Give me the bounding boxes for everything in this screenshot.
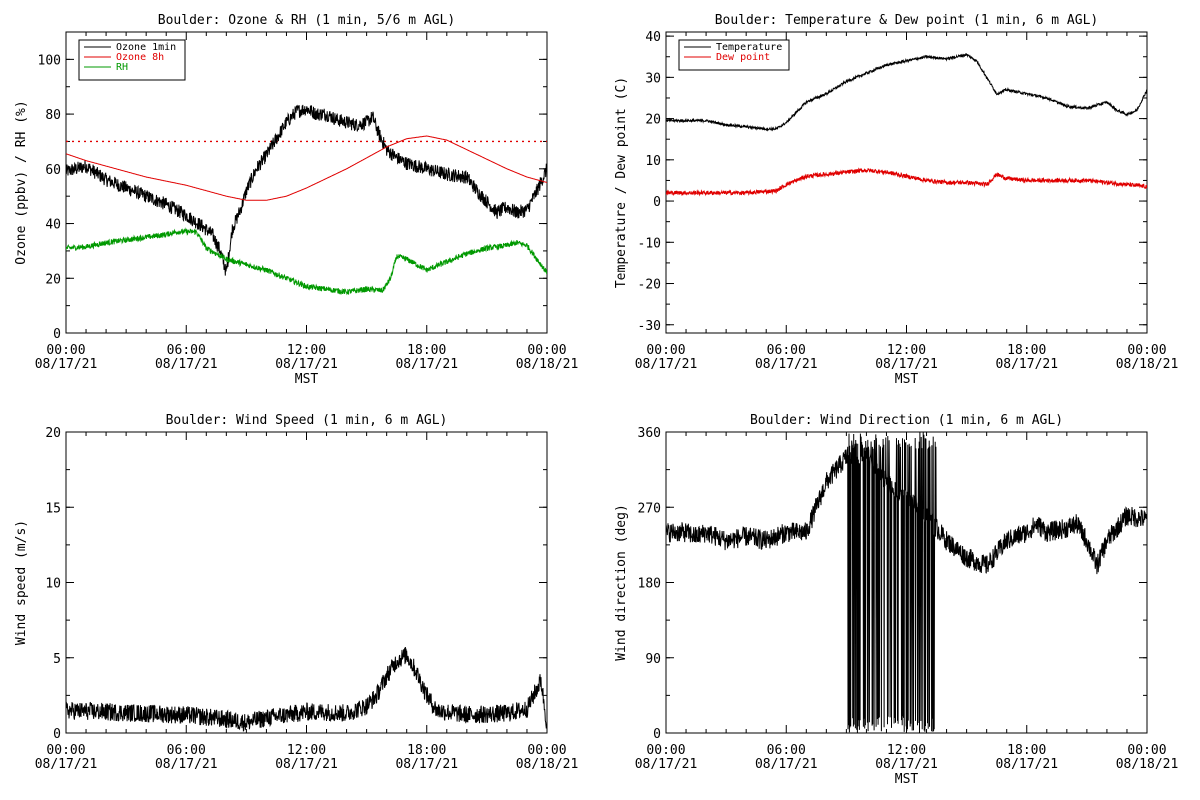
x-tick-label-time: 00:00 [646, 343, 685, 358]
x-tick-label-date: 08/17/21 [875, 757, 938, 772]
chart-title: Boulder: Wind Speed (1 min, 6 m AGL) [166, 413, 448, 428]
x-tick-label-date: 08/17/21 [995, 357, 1058, 372]
x-tick-label-date: 08/17/21 [275, 757, 338, 772]
x-tick-label-time: 00:00 [1127, 743, 1166, 758]
y-tick-label: 100 [38, 53, 61, 68]
chart-panel-4: Boulder: Wind Direction (1 min, 6 m AGL)… [614, 413, 1178, 787]
legend-box [678, 39, 790, 71]
legend-label: Ozone 8h [116, 52, 164, 63]
x-tick-label-date: 08/18/21 [1116, 357, 1179, 372]
x-tick-label-date: 08/17/21 [875, 357, 938, 372]
y-axis-label: Temperature / Dew point (C) [614, 77, 629, 288]
chart-title: Boulder: Temperature & Dew point (1 min,… [715, 13, 1099, 28]
x-tick-label-time: 00:00 [527, 743, 566, 758]
series-line-dew-point [666, 167, 1147, 197]
y-tick-label: 0 [53, 727, 61, 742]
x-axis-label: MST [895, 372, 919, 387]
y-tick-label: 20 [645, 113, 661, 128]
x-tick-label-time: 12:00 [887, 743, 926, 758]
y-tick-label: 90 [645, 652, 661, 667]
y-tick-label: 5 [53, 652, 61, 667]
x-axis-label: MST [295, 372, 319, 387]
y-axis-label: Ozone (ppbv) / RH (%) [14, 100, 29, 264]
x-tick-label-time: 06:00 [167, 343, 206, 358]
x-tick-label-date: 08/17/21 [155, 357, 218, 372]
y-tick-label: 80 [45, 108, 61, 123]
x-tick-label-time: 18:00 [1007, 743, 1046, 758]
legend-label: RH [116, 62, 128, 73]
chart-title: Boulder: Ozone & RH (1 min, 5/6 m AGL) [158, 13, 455, 28]
x-tick-label-time: 18:00 [407, 343, 446, 358]
x-tick-label-time: 00:00 [646, 743, 685, 758]
chart-title: Boulder: Wind Direction (1 min, 6 m AGL) [750, 413, 1063, 428]
y-tick-label: 40 [645, 30, 661, 45]
x-tick-label-time: 00:00 [46, 343, 85, 358]
y-tick-label: 180 [638, 577, 661, 592]
y-tick-label: 20 [45, 426, 61, 441]
y-tick-label: 15 [45, 501, 61, 516]
x-tick-label-date: 08/17/21 [995, 757, 1058, 772]
x-tick-label-date: 08/18/21 [1116, 757, 1179, 772]
series-line-series-0 [666, 432, 1147, 733]
x-tick-label-date: 08/17/21 [35, 757, 98, 772]
series-line-series-0 [66, 646, 547, 732]
x-tick-label-time: 06:00 [767, 743, 806, 758]
x-tick-label-time: 12:00 [287, 343, 326, 358]
y-tick-label: -30 [638, 319, 661, 334]
x-tick-label-time: 06:00 [167, 743, 206, 758]
x-tick-label-date: 08/17/21 [395, 357, 458, 372]
series-line-ozone-8h [66, 135, 547, 201]
y-tick-label: 10 [645, 154, 661, 169]
x-axis-label: MST [895, 772, 919, 787]
x-tick-label-time: 00:00 [1127, 343, 1166, 358]
plot-frame [65, 431, 548, 734]
y-tick-label: 40 [45, 218, 61, 233]
y-tick-label: 270 [638, 501, 661, 516]
y-tick-label: -20 [638, 278, 661, 293]
x-tick-label-time: 12:00 [887, 343, 926, 358]
chart-panel-3: Boulder: Wind Speed (1 min, 6 m AGL) 0 5 10… [14, 413, 578, 772]
y-tick-label: 360 [638, 426, 661, 441]
series-line-rh [66, 227, 547, 296]
chart-panel-1: Boulder: Ozone & RH (1 min, 5/6 m AGL) 0 2… [14, 13, 578, 387]
x-tick-label-time: 00:00 [46, 743, 85, 758]
x-tick-label-date: 08/17/21 [275, 357, 338, 372]
y-axis-label: Wind speed (m/s) [14, 520, 29, 645]
x-tick-label-time: 12:00 [287, 743, 326, 758]
chart-panel-2: Boulder: Temperature & Dew point (1 min,… [614, 13, 1178, 387]
y-tick-label: 10 [45, 577, 61, 592]
series-line-ozone-1min [66, 104, 547, 276]
x-tick-label-date: 08/17/21 [635, 757, 698, 772]
x-tick-label-time: 00:00 [527, 343, 566, 358]
y-tick-label: 0 [653, 195, 661, 210]
x-tick-label-time: 18:00 [407, 743, 446, 758]
y-axis-label: Wind direction (deg) [614, 504, 629, 661]
y-tick-label: -10 [638, 236, 661, 251]
x-tick-label-time: 18:00 [1007, 343, 1046, 358]
x-tick-label-date: 08/18/21 [516, 357, 579, 372]
x-tick-label-date: 08/17/21 [755, 357, 818, 372]
y-tick-label: 0 [53, 327, 61, 342]
x-tick-label-date: 08/17/21 [155, 757, 218, 772]
series-line-temperature [666, 52, 1147, 132]
x-tick-label-date: 08/17/21 [755, 757, 818, 772]
y-tick-label: 30 [645, 71, 661, 86]
y-tick-label: 20 [45, 272, 61, 287]
y-tick-label: 60 [45, 163, 61, 178]
x-tick-label-date: 08/17/21 [35, 357, 98, 372]
legend-label: Temperature [716, 42, 782, 53]
x-tick-label-time: 06:00 [767, 343, 806, 358]
legend-label: Ozone 1min [116, 42, 176, 53]
x-tick-label-date: 08/17/21 [395, 757, 458, 772]
x-tick-label-date: 08/18/21 [516, 757, 579, 772]
y-tick-label: 0 [653, 727, 661, 742]
legend-label: Dew point [716, 52, 770, 63]
x-tick-label-date: 08/17/21 [635, 357, 698, 372]
